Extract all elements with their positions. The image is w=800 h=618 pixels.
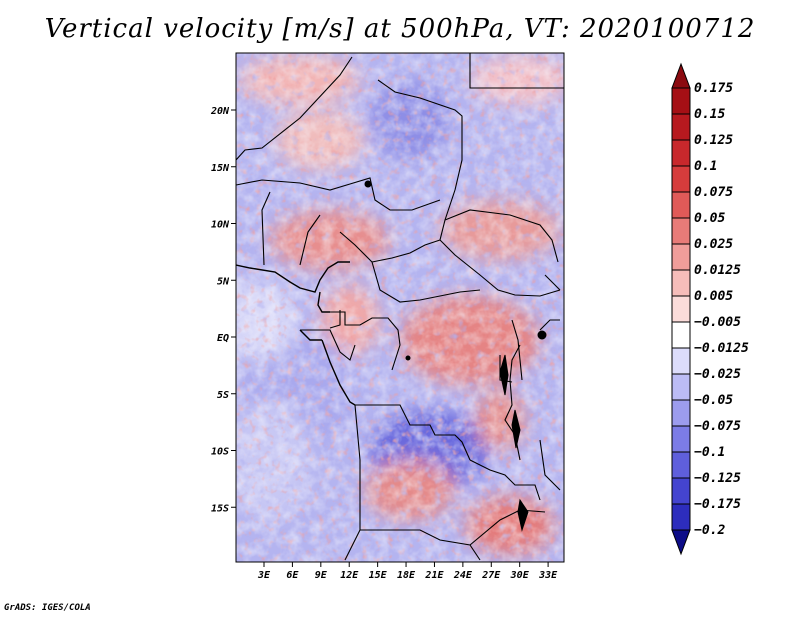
grads-credit: GrADS: IGES/COLA: [4, 603, 91, 613]
colorbar-segment: [671, 321, 691, 349]
lon-tick-label: 21E: [424, 570, 444, 581]
colorbar-label: 0.0125: [694, 263, 741, 278]
colorbar-segment: [671, 217, 691, 245]
colorbar-segment: [671, 243, 691, 271]
colorbar-top-arrow: [671, 62, 691, 89]
colorbar-segment: [671, 295, 691, 323]
colorbar-label: −0.075: [694, 419, 741, 434]
lon-tick-label: 3E: [257, 570, 271, 581]
map-frame: [235, 52, 565, 563]
colorbar-segment: [671, 165, 691, 193]
vertical-velocity-field: [236, 53, 564, 562]
colorbar-label: −0.175: [694, 497, 741, 512]
country-borders: [236, 53, 564, 561]
colorbar-segment: [671, 87, 691, 115]
colorbar-label: −0.005: [694, 315, 741, 330]
colorbar-label: 0.175: [694, 81, 733, 96]
colorbar-segment: [671, 113, 691, 141]
colorbar-segment: [671, 347, 691, 375]
colorbar-segment: [671, 451, 691, 479]
colorbar-label: −0.0125: [694, 341, 749, 356]
lon-tick-label: 30E: [510, 570, 530, 581]
lat-tick-label: EQ: [217, 333, 229, 344]
lat-tick-label: 5S: [217, 390, 229, 401]
colorbar-label: −0.125: [694, 471, 741, 486]
colorbar-label: −0.025: [694, 367, 741, 382]
colorbar: 0.175 0.15 0.125 0.1 0.075 0.05 0.025 0.0125 0.0…: [671, 62, 749, 556]
colorbar-label: 0.005: [694, 289, 733, 304]
colorbar-segment: [671, 191, 691, 219]
latitude-axis: 20N 15N 10N 5N EQ 5S 10S 15S: [210, 106, 236, 514]
lon-tick-label: 9E: [315, 570, 328, 581]
lon-tick-label: 27E: [481, 570, 501, 581]
colorbar-segment: [671, 425, 691, 453]
colorbar-segment: [671, 373, 691, 401]
colorbar-segment: [671, 399, 691, 427]
lat-tick-label: 10S: [211, 447, 229, 458]
colorbar-segment: [671, 477, 691, 505]
lat-tick-label: 10N: [211, 220, 230, 231]
map-title: Vertical velocity [m/s] at 500hPa, VT: 2…: [44, 14, 756, 44]
lakes: [364, 180, 547, 532]
colorbar-label: −0.2: [694, 523, 725, 538]
lat-tick-label: 15N: [211, 163, 230, 174]
lon-tick-label: 15E: [369, 570, 388, 581]
lon-tick-label: 12E: [340, 570, 359, 581]
lat-tick-label: 5N: [217, 276, 230, 287]
colorbar-label: 0.05: [694, 211, 725, 226]
lat-tick-label: 15S: [211, 503, 229, 514]
colorbar-bottom-arrow: [671, 529, 691, 556]
colorbar-segment: [671, 269, 691, 297]
colorbar-segment: [671, 503, 691, 531]
colorbar-label: 0.125: [694, 133, 733, 148]
colorbar-label: 0.1: [694, 159, 717, 174]
longitude-axis: 3E 6E 9E 12E 15E 18E 21E 24E 27E 30E 33E: [257, 562, 558, 581]
lon-tick-label: 33E: [538, 570, 558, 581]
coastline: [236, 261, 356, 406]
lon-tick-label: 6E: [286, 570, 299, 581]
lon-tick-label: 24E: [453, 570, 473, 581]
colorbar-label: 0.075: [694, 185, 733, 200]
colorbar-segment: [671, 139, 691, 167]
colorbar-label: −0.1: [694, 445, 725, 460]
colorbar-label: 0.025: [694, 237, 733, 252]
colorbar-label: −0.05: [694, 393, 733, 408]
colorbar-label: 0.15: [694, 107, 725, 122]
lon-tick-label: 18E: [397, 570, 416, 581]
lat-tick-label: 20N: [210, 106, 230, 117]
